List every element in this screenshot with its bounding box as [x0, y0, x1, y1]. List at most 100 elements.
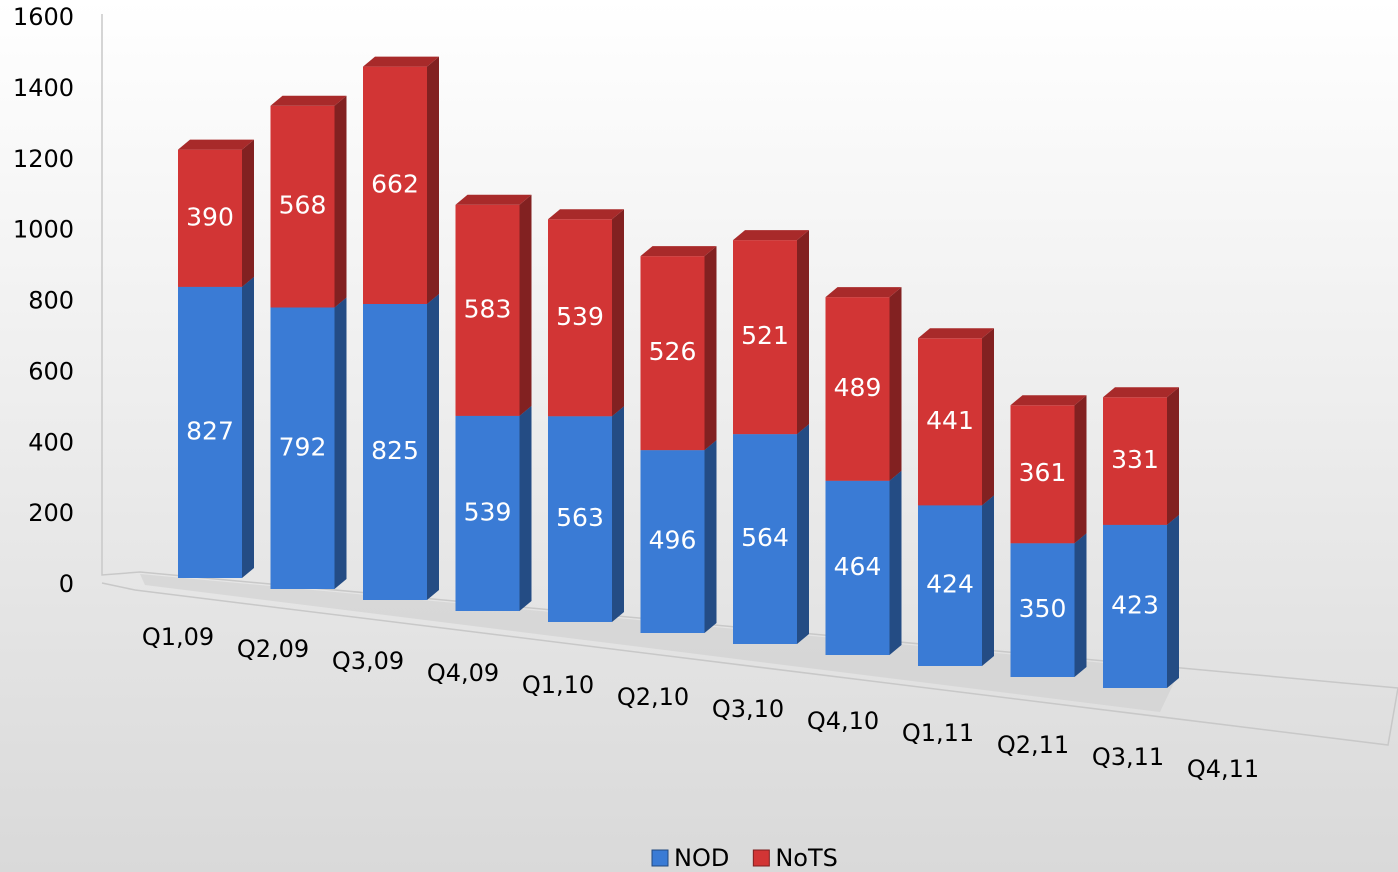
- bar-top: [178, 139, 254, 150]
- bar-side: [519, 194, 532, 416]
- bar-front: [178, 149, 242, 287]
- bar-top: [270, 95, 347, 106]
- data-label: 424: [926, 570, 974, 599]
- x-tick-label: Q4,10: [807, 707, 879, 735]
- bar-front: [640, 256, 705, 451]
- y-tick-label: 400: [28, 428, 74, 456]
- bar-top: [363, 56, 439, 67]
- data-label: 489: [834, 373, 882, 402]
- bar-front: [270, 307, 335, 589]
- bar-segment: [918, 328, 994, 506]
- bar-front: [825, 480, 890, 655]
- bar-side: [519, 405, 532, 611]
- bar-front: [918, 338, 982, 506]
- bar-top: [825, 287, 902, 298]
- bar-front: [825, 297, 890, 481]
- x-tick-label: Q1,10: [522, 671, 594, 699]
- bar-side: [797, 230, 809, 435]
- x-tick-label: Q3,11: [1092, 743, 1164, 771]
- bar-side: [1167, 514, 1179, 688]
- x-tick-label: Q3,10: [712, 695, 784, 723]
- data-label: 521: [741, 321, 789, 350]
- bar-front: [1103, 397, 1167, 525]
- data-label: 827: [186, 416, 234, 445]
- bar-side: [1074, 533, 1087, 677]
- y-tick-label: 600: [28, 357, 74, 385]
- data-label: 526: [649, 337, 697, 366]
- data-label: 464: [834, 552, 882, 581]
- bar-front: [640, 450, 705, 633]
- data-label: 539: [556, 302, 604, 331]
- x-tick-label: Q4,11: [1187, 755, 1259, 783]
- floor-shadow: [140, 574, 1180, 712]
- legend-swatch: [651, 849, 669, 867]
- data-label: 568: [279, 191, 327, 220]
- y-tick-label: 1600: [13, 3, 74, 31]
- data-label: 361: [1019, 458, 1067, 487]
- bar-segment: [1010, 395, 1087, 544]
- data-label: 539: [464, 497, 512, 526]
- bar-side: [334, 95, 347, 308]
- legend-swatch: [752, 849, 770, 867]
- bar-top: [1010, 395, 1087, 406]
- bar-side: [797, 424, 809, 644]
- data-label: 792: [279, 432, 327, 461]
- bar-top: [1103, 387, 1179, 398]
- bar-top: [640, 246, 717, 257]
- bar-segment: [825, 287, 902, 481]
- data-label: 441: [926, 406, 974, 435]
- axis-frame: [101, 14, 1398, 746]
- bar-segment: [270, 95, 347, 308]
- bar-side: [427, 294, 439, 600]
- x-tick-label: Q1,11: [902, 719, 974, 747]
- bar-side: [982, 328, 994, 506]
- bar-segment: [733, 230, 809, 435]
- bar-front: [1103, 524, 1167, 688]
- data-label: 563: [556, 503, 604, 532]
- bar-segment: [640, 246, 717, 451]
- bar-segment: [1103, 387, 1179, 525]
- bar-side: [427, 56, 439, 305]
- y-tick-label: 1200: [13, 145, 74, 173]
- y-tick-label: 1400: [13, 74, 74, 102]
- bar-front: [455, 204, 520, 416]
- bar-segment: [548, 209, 624, 417]
- x-tick-label: Q4,09: [427, 659, 499, 687]
- bar-side: [704, 246, 717, 451]
- bar-side: [242, 276, 254, 578]
- y-tick-label: 200: [28, 499, 74, 527]
- bar-front: [548, 219, 612, 417]
- bar-side: [982, 495, 994, 666]
- bar-side: [1167, 387, 1179, 525]
- x-tick-label: Q1,09: [142, 623, 214, 651]
- bar-segment: [455, 194, 532, 416]
- bar-front: [363, 66, 427, 305]
- data-label: 564: [741, 523, 789, 552]
- data-label: 390: [186, 202, 234, 231]
- bar-side: [889, 470, 902, 655]
- bar-side: [612, 209, 624, 417]
- bar-front: [548, 416, 612, 622]
- bar-front: [733, 240, 797, 435]
- bar-segment: [178, 139, 254, 287]
- bar-top: [548, 209, 624, 220]
- legend-label: NOD: [674, 844, 729, 872]
- bar-front: [1010, 405, 1075, 544]
- bar-segment: [363, 56, 439, 305]
- data-label: 496: [649, 526, 697, 555]
- data-label: 423: [1111, 590, 1159, 619]
- data-label: 350: [1019, 594, 1067, 623]
- x-tick-label: Q2,11: [997, 731, 1069, 759]
- bar-front: [363, 304, 427, 600]
- bar-top: [455, 194, 532, 205]
- x-tick-label: Q2,09: [237, 635, 309, 663]
- x-tick-label: Q2,10: [617, 683, 689, 711]
- bar-side: [612, 406, 624, 622]
- data-label: 825: [371, 436, 419, 465]
- bar-top: [918, 328, 994, 339]
- bar-front: [1010, 543, 1075, 677]
- bar-side: [889, 287, 902, 481]
- bar-front: [270, 105, 335, 308]
- bar-side: [334, 297, 347, 589]
